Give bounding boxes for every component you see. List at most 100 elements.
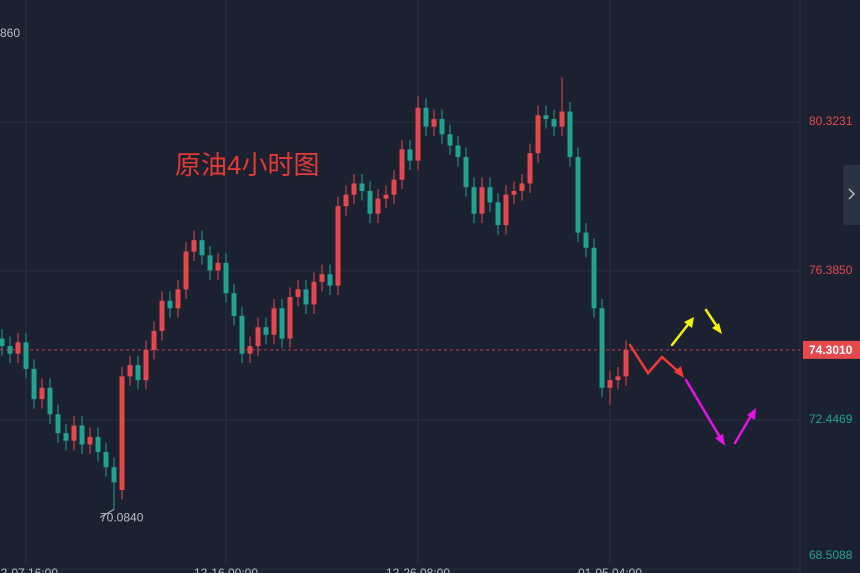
last-price-box [803, 340, 860, 359]
x-tick-label: 01-05 04:00 [578, 566, 642, 573]
candle-body [311, 281, 317, 305]
candle-body [487, 187, 493, 203]
candle-body [495, 202, 501, 226]
candle-body [431, 119, 437, 127]
candle-body [551, 119, 557, 127]
forecast-arrows [628, 308, 756, 446]
candle-body [247, 346, 253, 354]
candle-body [255, 327, 261, 347]
candle-body [343, 194, 349, 207]
candle-body [215, 262, 221, 271]
candle-body [375, 198, 381, 214]
magenta-arrow [684, 378, 723, 441]
candle-body [575, 156, 581, 233]
candle-body [319, 274, 325, 282]
candle-body [111, 467, 117, 483]
candle-body [423, 107, 429, 127]
candle-body [607, 380, 613, 388]
arrow-head [674, 366, 684, 378]
x-tick-label: 12-26 08:00 [386, 566, 450, 573]
collapse-button-bg[interactable] [843, 165, 860, 225]
candle-body [455, 145, 461, 157]
arrow-head [684, 317, 694, 328]
y-tick-label: 72.4469 [809, 412, 853, 426]
candle-body [367, 190, 373, 214]
candle-body [583, 232, 589, 248]
candle-body [439, 119, 445, 135]
candle-body [391, 179, 397, 195]
candle-body [39, 387, 45, 400]
candle-body [407, 149, 413, 161]
candle-body [287, 296, 293, 339]
x-tick-label: 12-16 00:00 [194, 566, 258, 573]
candle-body [399, 149, 405, 180]
red-arrow [628, 343, 682, 376]
candle-body [271, 308, 277, 335]
candle-body [335, 206, 341, 286]
y-tick-label: 68.5088 [809, 548, 853, 562]
yellow-arrow [670, 320, 692, 347]
candle-body [191, 240, 197, 252]
candle-body [447, 134, 453, 146]
candle-body [359, 183, 365, 191]
candle-body [327, 274, 333, 286]
candles [0, 77, 800, 510]
y-tick-label: 80.3231 [809, 114, 853, 128]
candle-body [79, 425, 85, 445]
candle-body [159, 300, 165, 331]
candle-body [63, 433, 69, 441]
candle-body [0, 338, 5, 347]
candle-body [567, 111, 573, 157]
candle-body [415, 107, 421, 161]
candle-body [103, 452, 109, 468]
candle-body [383, 194, 389, 199]
candle-body [135, 365, 141, 381]
chart-title: 原油4小时图 [175, 150, 319, 180]
candle-body [127, 365, 133, 377]
candle-body [471, 187, 477, 214]
candle-body [591, 247, 597, 309]
candle-body [87, 436, 93, 445]
candle-body [511, 190, 517, 195]
x-tick-label: 12-07 16:00 [0, 566, 58, 573]
arrow-head [712, 323, 722, 334]
chevron-icon [848, 188, 856, 200]
candle-body [15, 342, 21, 354]
candle-body [95, 436, 101, 453]
candle-body [47, 387, 53, 415]
candle-body [239, 315, 245, 354]
arrow-head [747, 408, 756, 420]
candle-body [223, 262, 229, 294]
candle-body [527, 153, 533, 184]
candle-body [23, 342, 29, 369]
candle-body [183, 251, 189, 290]
candle-body [279, 308, 285, 339]
candle-body [231, 293, 237, 316]
candle-body [31, 368, 37, 400]
candle-body [71, 425, 77, 441]
candle-body [559, 111, 565, 127]
candle-body [295, 289, 301, 297]
low-label: 70.0840 [100, 511, 144, 525]
candle-body [519, 183, 525, 191]
candle-body [119, 376, 125, 490]
candle-body [623, 349, 629, 377]
candle-body [151, 330, 157, 350]
candle-body [463, 156, 469, 188]
collapse-button[interactable] [843, 165, 860, 225]
high-label: 860 [0, 26, 20, 40]
candle-body [615, 376, 621, 381]
candle-body [167, 300, 173, 309]
axis-labels: 80.3231 76.3850 72.4469 68.5088 12-07 16:00 1… [0, 26, 860, 573]
candle-body [479, 187, 485, 214]
candle-body [303, 289, 309, 305]
magenta-arrow [733, 412, 754, 445]
candle-body [199, 240, 205, 256]
candle-body [543, 115, 549, 120]
candle-body [207, 255, 213, 271]
candle-body [503, 194, 509, 226]
y-tick-label: 76.3850 [809, 263, 853, 277]
candle-body [351, 183, 357, 195]
